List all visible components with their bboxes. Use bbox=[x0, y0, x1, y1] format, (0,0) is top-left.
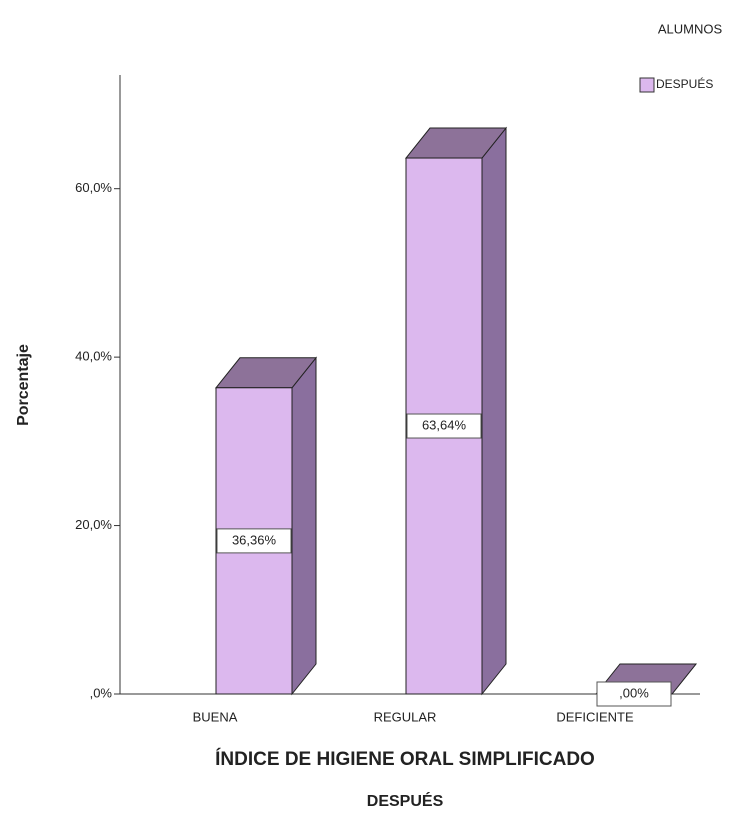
x-tick-label: DEFICIENTE bbox=[556, 709, 634, 724]
value-label-box bbox=[406, 413, 482, 439]
value-label: 36,36% bbox=[232, 532, 277, 547]
y-tick-label: 20,0% bbox=[75, 517, 112, 532]
legend-label: DESPUÉS bbox=[656, 76, 713, 91]
value-label: 63,64% bbox=[422, 417, 467, 432]
legend-swatch bbox=[639, 77, 655, 93]
y-axis-label: Porcentaje bbox=[15, 344, 32, 426]
y-tick-label: ,0% bbox=[90, 685, 113, 700]
bar-side bbox=[291, 356, 317, 696]
x-tick-label: REGULAR bbox=[374, 709, 437, 724]
subtitle: DESPUÉS bbox=[367, 791, 444, 810]
y-tick-label: 60,0% bbox=[75, 180, 112, 195]
x-axis-label: ÍNDICE DE HIGIENE ORAL SIMPLIFICADO bbox=[215, 748, 595, 770]
y-tick-label: 40,0% bbox=[75, 349, 112, 364]
value-label-box bbox=[596, 681, 672, 707]
x-tick-label: BUENA bbox=[193, 709, 238, 724]
value-label-box bbox=[216, 528, 292, 554]
legend-title: ALUMNOS bbox=[658, 21, 723, 36]
bar-side bbox=[481, 126, 507, 696]
value-label: ,00% bbox=[619, 685, 649, 700]
